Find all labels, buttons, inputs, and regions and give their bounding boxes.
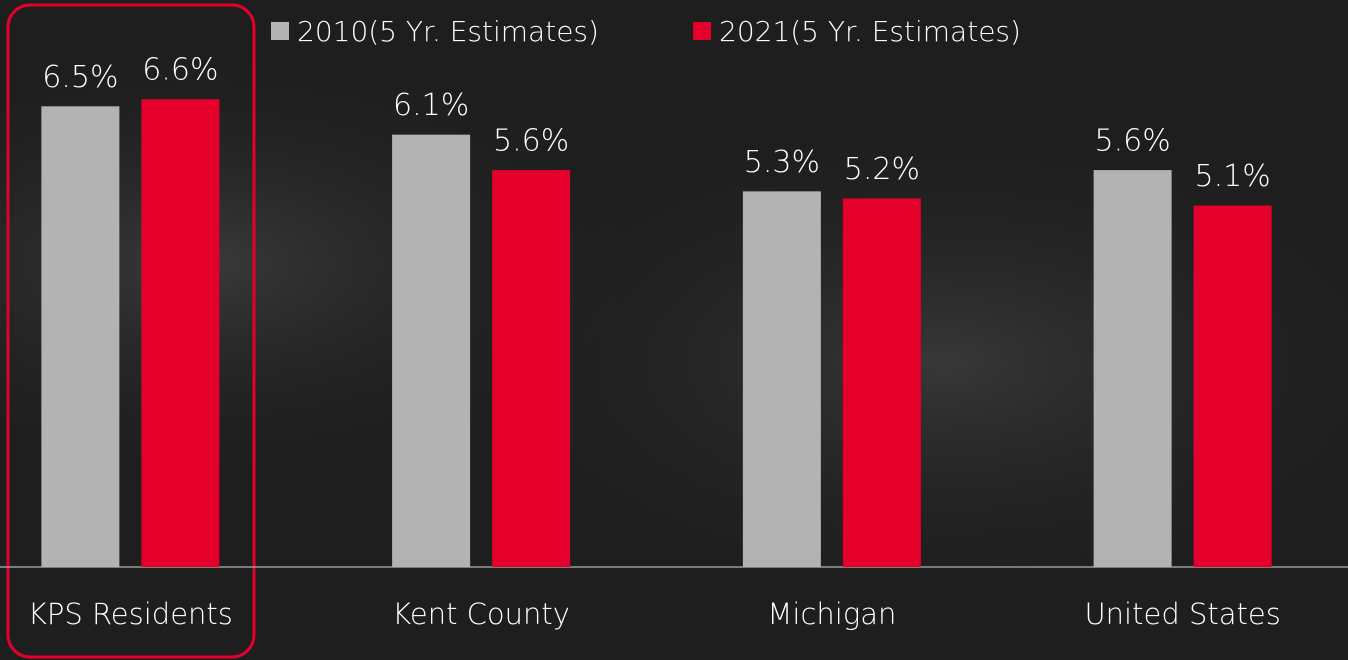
legend-label: 2010(5 Yr. Estimates): [297, 15, 599, 48]
bar: [842, 198, 921, 567]
bar: [41, 106, 120, 567]
bar: [392, 134, 471, 567]
bar: [492, 170, 571, 567]
bar: [141, 99, 220, 567]
legend-label: 2021(5 Yr. Estimates): [719, 15, 1021, 48]
data-label: 5.6%: [1095, 124, 1171, 159]
data-label: 6.1%: [393, 88, 469, 123]
data-label: 5.3%: [744, 145, 820, 180]
x-tick-label: United States: [1084, 597, 1280, 631]
x-tick-label: Kent County: [392, 597, 570, 631]
bar: [1093, 170, 1172, 567]
bar: [1193, 205, 1272, 567]
data-label: 5.1%: [1195, 159, 1271, 194]
bar: [742, 191, 821, 568]
data-label: 5.2%: [844, 152, 920, 187]
data-label: 5.6%: [493, 124, 569, 159]
highlight-box: [6, 3, 256, 659]
data-label: 6.5%: [42, 60, 118, 95]
x-tick-label: KPS Residents: [28, 597, 233, 631]
x-tick-label: Michigan: [767, 597, 896, 631]
data-label: 6.6%: [142, 53, 218, 88]
legend-swatch: [271, 22, 289, 40]
legend-swatch: [693, 22, 711, 40]
